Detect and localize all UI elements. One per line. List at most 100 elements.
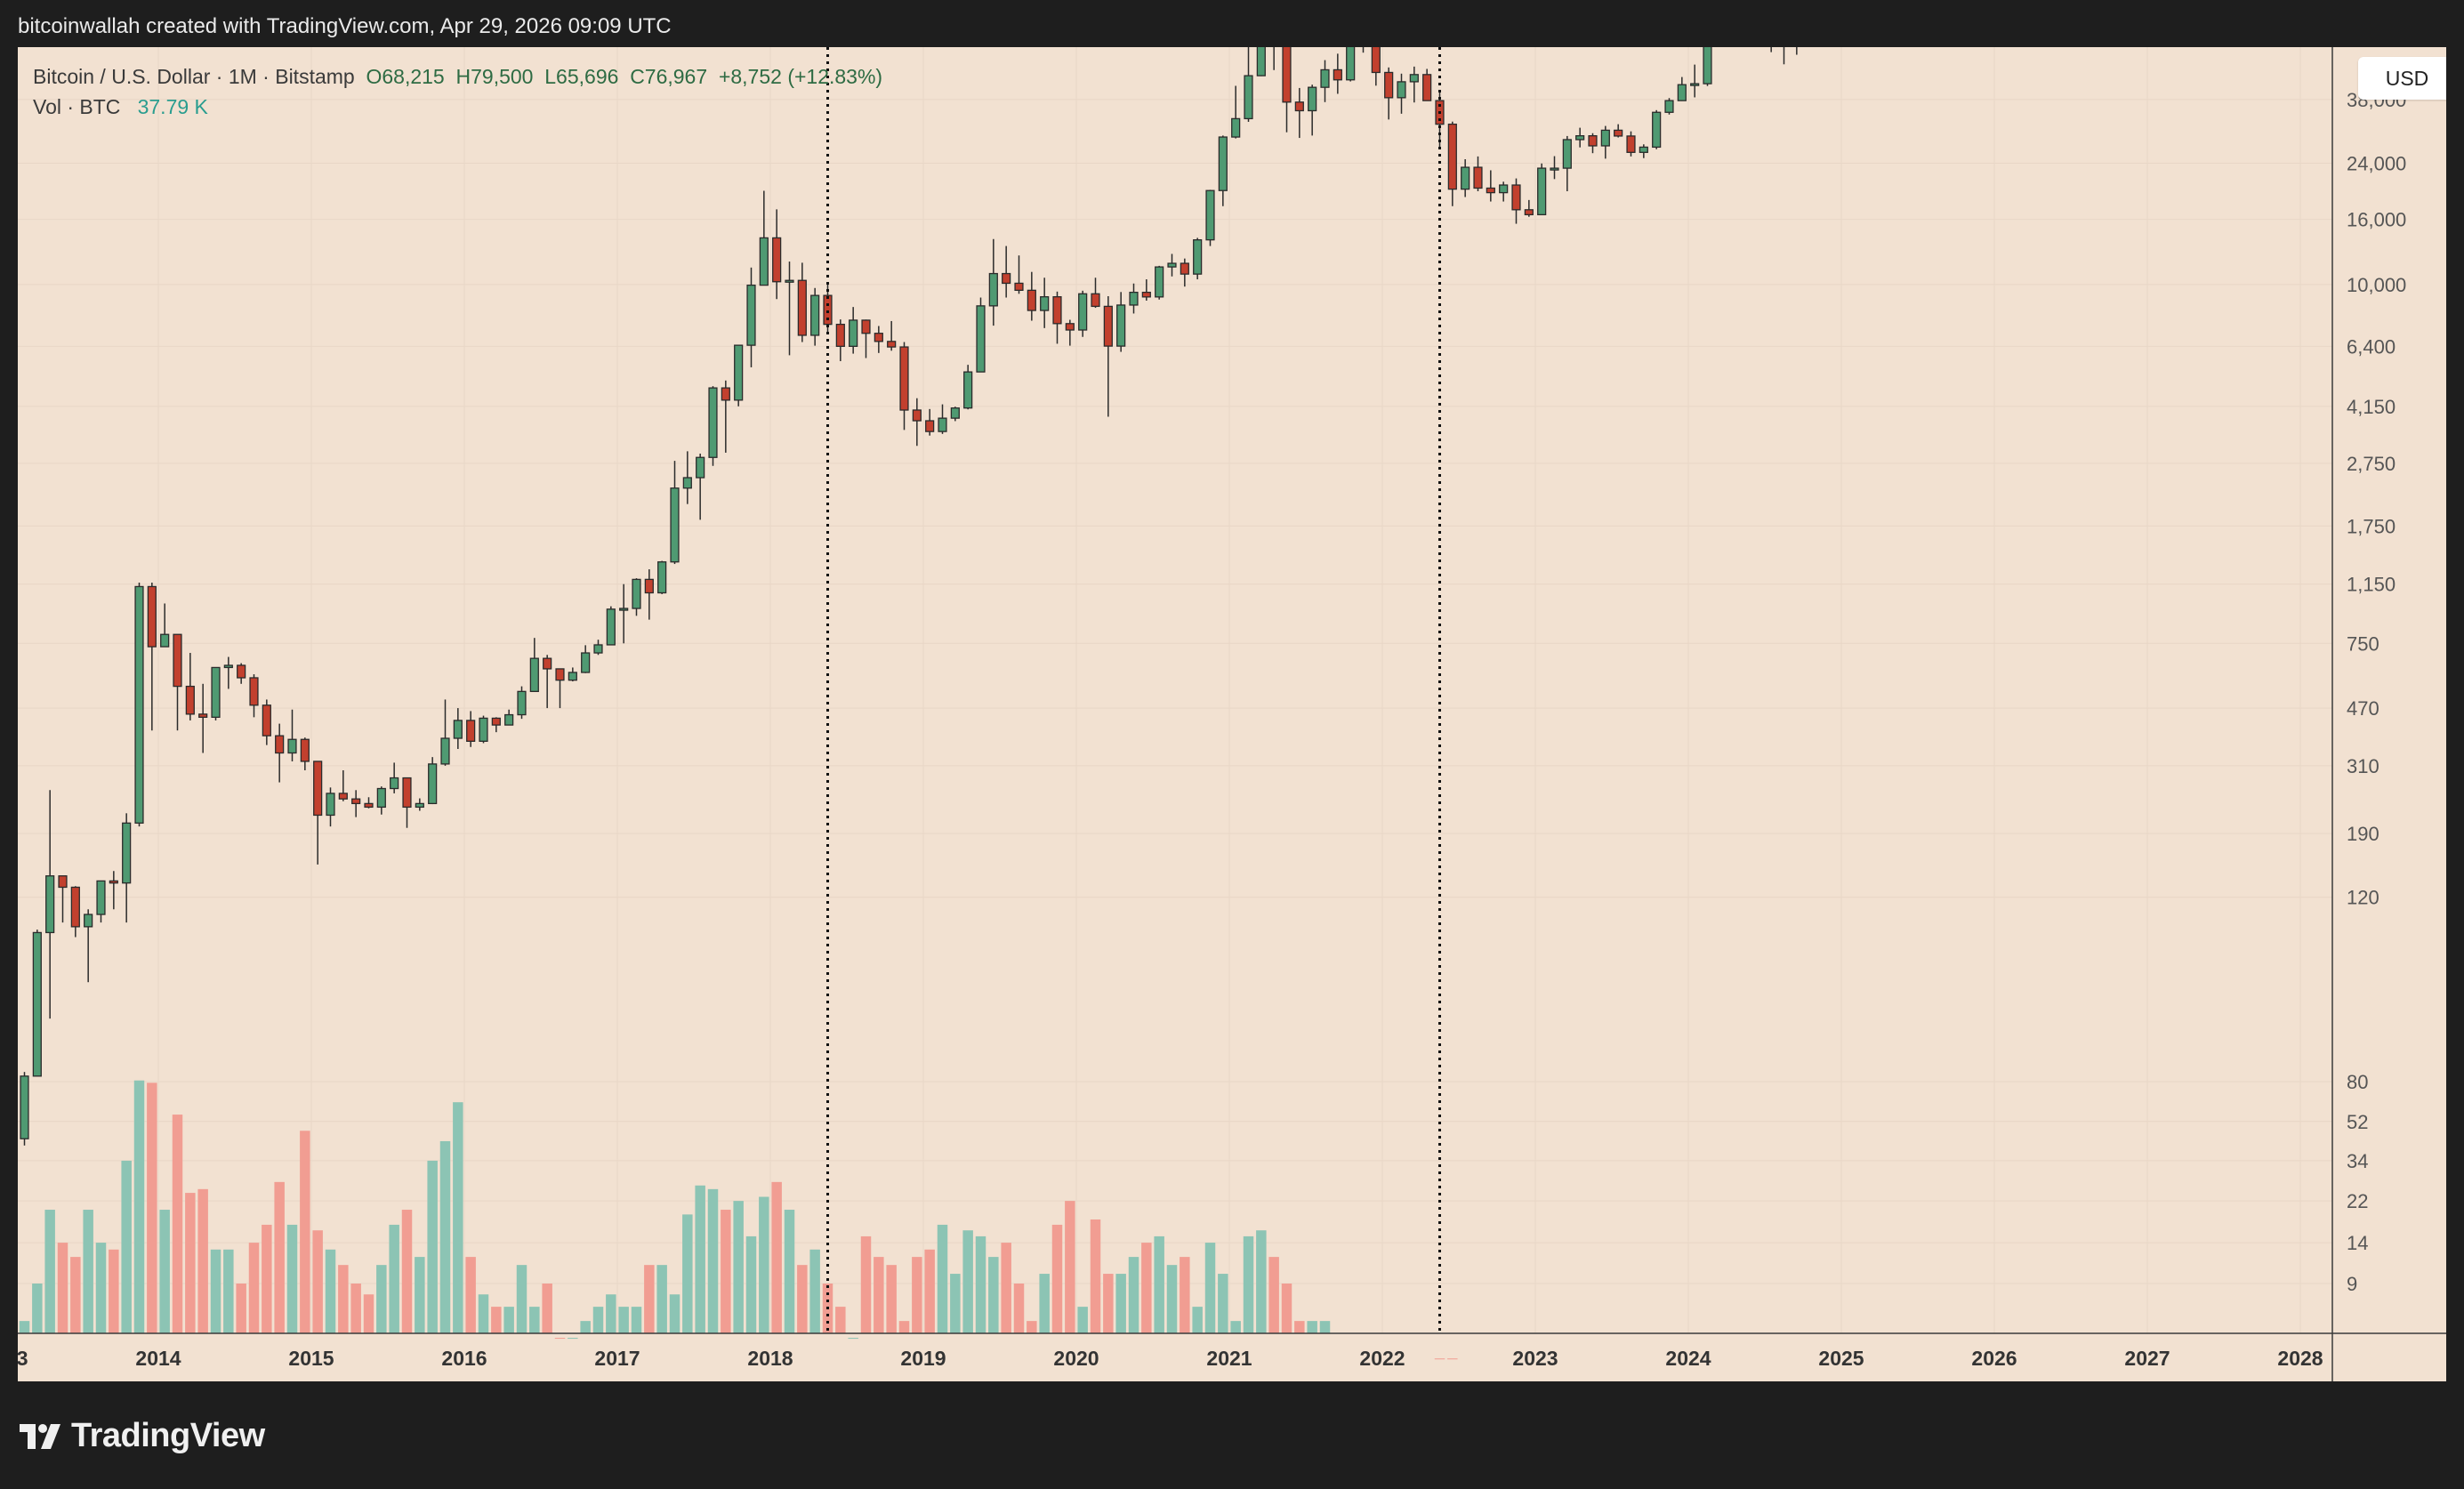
candle[interactable] <box>326 787 335 827</box>
candle[interactable] <box>1473 156 1483 192</box>
candle[interactable] <box>593 640 603 656</box>
candle[interactable] <box>1002 245 1011 298</box>
currency-button[interactable]: USD <box>2358 57 2446 100</box>
candle[interactable] <box>746 267 756 367</box>
candle[interactable] <box>899 342 909 431</box>
chart-area[interactable]: 90,00038,00024,00016,00010,0006,4004,150… <box>18 47 2446 1381</box>
candle[interactable] <box>96 880 106 923</box>
candle[interactable] <box>1244 47 1253 122</box>
candle[interactable] <box>1614 124 1623 138</box>
candle[interactable] <box>70 886 80 938</box>
candle[interactable] <box>376 786 386 815</box>
candle[interactable] <box>1767 47 1776 52</box>
candle[interactable] <box>275 723 285 783</box>
candle[interactable] <box>1359 47 1367 53</box>
candle[interactable] <box>1308 85 1317 136</box>
candle[interactable] <box>1078 290 1088 337</box>
candle[interactable] <box>491 717 501 733</box>
candle[interactable] <box>351 790 361 817</box>
candle[interactable] <box>262 699 271 745</box>
candle[interactable] <box>1422 68 1432 101</box>
candle[interactable] <box>887 320 897 351</box>
candle[interactable] <box>950 406 960 422</box>
candle[interactable] <box>1461 158 1470 197</box>
candle[interactable] <box>1193 237 1203 280</box>
candle[interactable] <box>185 653 195 720</box>
candle[interactable] <box>543 655 552 709</box>
candle[interactable] <box>453 708 463 749</box>
candle[interactable] <box>708 386 718 466</box>
candle[interactable] <box>696 453 705 520</box>
candle[interactable] <box>1052 291 1062 344</box>
candle[interactable] <box>1155 265 1164 300</box>
candle[interactable] <box>772 209 782 300</box>
candle[interactable] <box>504 709 514 726</box>
candle[interactable] <box>1575 127 1585 148</box>
candle[interactable] <box>1384 67 1394 120</box>
candle[interactable] <box>1065 319 1075 346</box>
candle[interactable] <box>84 909 93 983</box>
candle[interactable] <box>938 404 947 434</box>
candle[interactable] <box>1780 47 1788 65</box>
candle[interactable] <box>1792 47 1800 55</box>
candle[interactable] <box>466 711 476 747</box>
candle[interactable] <box>1703 47 1712 86</box>
candle[interactable] <box>1600 125 1610 159</box>
candle[interactable] <box>1231 85 1241 139</box>
candle[interactable] <box>1027 271 1036 321</box>
candle[interactable] <box>338 770 348 801</box>
candle[interactable] <box>1524 199 1534 217</box>
candle[interactable] <box>912 398 922 447</box>
candle[interactable] <box>1486 170 1495 202</box>
candle[interactable] <box>849 307 858 354</box>
candle[interactable] <box>134 582 144 827</box>
candle[interactable] <box>300 737 310 771</box>
candle[interactable] <box>32 930 42 1077</box>
candle[interactable] <box>211 666 221 720</box>
candle[interactable] <box>237 663 246 684</box>
candle[interactable] <box>1639 144 1648 158</box>
price-chart-svg[interactable]: 90,00038,00024,00016,00010,0006,4004,150… <box>18 47 2446 1381</box>
candle[interactable] <box>479 715 488 744</box>
candle[interactable] <box>1091 278 1100 309</box>
candle[interactable] <box>835 319 845 362</box>
candle[interactable] <box>1652 109 1662 149</box>
candle[interactable] <box>1320 60 1330 102</box>
candle[interactable] <box>1397 73 1406 114</box>
candle[interactable] <box>861 319 871 358</box>
candle[interactable] <box>555 668 565 709</box>
candle[interactable] <box>109 871 118 910</box>
candle[interactable] <box>682 451 692 504</box>
candle[interactable] <box>1180 258 1189 287</box>
candle[interactable] <box>1294 87 1304 139</box>
candle[interactable] <box>619 584 629 644</box>
candle[interactable] <box>657 560 667 594</box>
candle[interactable] <box>198 683 208 753</box>
candle[interactable] <box>1141 279 1151 301</box>
candle[interactable] <box>644 569 654 620</box>
candle[interactable] <box>721 380 730 453</box>
candle[interactable] <box>606 606 616 646</box>
candle[interactable] <box>759 190 769 286</box>
candle[interactable] <box>1167 254 1177 277</box>
candle[interactable] <box>173 633 182 731</box>
candle[interactable] <box>364 797 374 809</box>
candle[interactable] <box>1103 295 1113 417</box>
candle[interactable] <box>402 777 412 828</box>
candle[interactable] <box>45 790 55 1019</box>
candle[interactable] <box>568 667 577 682</box>
candle[interactable] <box>988 238 998 326</box>
candle[interactable] <box>1409 66 1419 103</box>
candle[interactable] <box>160 603 170 648</box>
candle[interactable] <box>390 762 399 793</box>
candle[interactable] <box>287 709 297 761</box>
candle[interactable] <box>1205 189 1215 246</box>
candle[interactable] <box>1371 47 1381 86</box>
candle[interactable] <box>1346 47 1356 82</box>
candle[interactable] <box>20 1072 29 1146</box>
legend-volume-label[interactable]: Vol · BTC <box>33 95 121 118</box>
candle[interactable] <box>1690 64 1700 98</box>
candle[interactable] <box>963 365 973 410</box>
candle[interactable] <box>440 699 450 766</box>
candle[interactable] <box>223 656 233 689</box>
